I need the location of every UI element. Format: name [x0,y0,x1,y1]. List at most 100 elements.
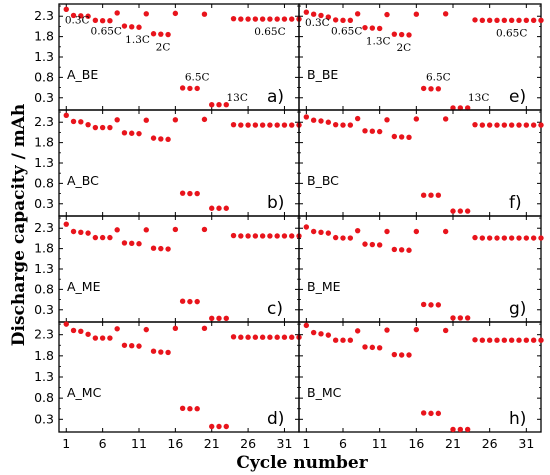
data-point [136,241,142,247]
data-point [216,102,222,108]
data-point [362,344,368,350]
data-point [281,233,288,239]
panel-frame [58,215,300,323]
data-point [376,242,383,248]
data-point [230,15,237,22]
data-point [107,234,113,241]
y-tick-label: 0.3 [34,196,54,211]
y-tick-label: 1.3 [34,49,54,64]
data-point [398,31,405,38]
data-point [252,16,259,22]
c-rate-annotation: 0.65C [331,25,362,37]
data-point [158,245,164,252]
panel-name-label: A_ME [67,279,101,294]
data-point [406,32,412,38]
x-tick-label: 21 [204,436,220,451]
data-point [99,124,106,131]
data-point [70,228,77,235]
data-point [472,121,478,128]
data-point [332,17,339,23]
data-point [143,326,149,333]
c-rate-annotation: 0.65C [496,27,527,39]
y-tick-label: 0.8 [34,390,54,405]
data-point [435,86,442,92]
c-rate-annotation: 13C [468,92,489,104]
c-rate-annotation: 2C [397,42,412,54]
data-point [340,235,346,241]
data-point [136,130,142,137]
data-point [179,85,186,91]
x-tick-label: 16 [167,436,183,451]
data-point [376,25,383,32]
data-point [252,334,259,340]
y-tick-label: 2.3 [34,220,54,235]
data-point [494,17,500,24]
data-point [479,122,486,128]
data-point [523,337,530,343]
data-point [85,13,91,19]
data-point [486,235,493,241]
data-point [238,334,244,340]
data-point [486,122,493,128]
data-point [252,122,259,128]
data-point [129,24,135,30]
data-point [78,13,84,19]
data-point [494,235,500,241]
data-point [92,17,99,24]
data-point [376,128,383,135]
data-point [501,235,508,241]
panel-b-bc: B_BC f) [298,109,544,217]
data-point [216,205,222,211]
data-point [516,17,522,24]
data-point [450,105,456,111]
data-point [420,410,427,416]
data-point [136,24,142,30]
data-point [92,234,99,241]
panel-name-label: B_BC [307,173,339,188]
data-point [209,423,215,430]
data-point [369,25,376,31]
data-point [230,334,237,340]
y-tick-label: 2.3 [34,8,54,23]
data-point [85,331,91,337]
x-tick-label: 1 [62,436,70,451]
y-tick-label: 0.3 [34,302,54,317]
data-point [325,14,332,20]
data-point [332,337,339,343]
data-point [289,334,295,340]
data-point [428,86,434,92]
data-point [325,332,332,338]
data-point [340,122,346,128]
data-point [538,17,544,24]
data-point [223,102,229,108]
data-point [310,117,317,123]
data-point [172,226,179,233]
panel-letter-label: e) [509,87,526,107]
data-point [538,122,544,128]
y-tick-label: 0.3 [34,411,54,426]
data-point [70,327,77,334]
x-tick-label: 6 [99,436,107,451]
data-point [354,227,361,234]
panel-name-label: A_MC [67,385,102,400]
x-tick-label: 11 [131,436,147,451]
data-point [121,342,128,348]
data-point [428,192,434,198]
data-point [209,102,215,108]
panel-letter-label: b) [267,193,284,213]
data-point [347,17,354,24]
data-point [303,224,310,230]
data-point [523,235,530,241]
data-point [398,247,405,253]
data-point [486,337,493,343]
data-point [216,423,222,430]
data-point [121,240,128,246]
data-point [391,31,398,37]
data-point [523,17,530,24]
data-point [274,334,280,340]
data-point [129,130,135,136]
data-point [442,116,449,122]
data-point [209,315,215,322]
data-point [303,9,310,15]
